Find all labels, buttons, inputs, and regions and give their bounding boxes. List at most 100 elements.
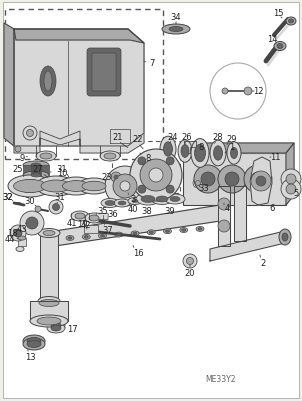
Circle shape xyxy=(218,221,230,233)
Ellipse shape xyxy=(182,229,186,232)
Polygon shape xyxy=(55,205,220,246)
Ellipse shape xyxy=(16,247,24,252)
Ellipse shape xyxy=(66,182,86,192)
Ellipse shape xyxy=(169,27,183,32)
Circle shape xyxy=(281,170,301,190)
Ellipse shape xyxy=(282,233,288,241)
Circle shape xyxy=(194,166,222,194)
Text: 31: 31 xyxy=(57,165,67,174)
Text: 20: 20 xyxy=(185,269,195,278)
Polygon shape xyxy=(210,231,285,261)
Circle shape xyxy=(14,229,22,237)
Ellipse shape xyxy=(136,194,160,205)
Ellipse shape xyxy=(117,234,121,236)
Circle shape xyxy=(105,166,145,207)
Ellipse shape xyxy=(31,174,41,178)
Ellipse shape xyxy=(131,231,139,236)
Text: 14: 14 xyxy=(267,35,277,45)
Bar xyxy=(5,10,163,160)
Ellipse shape xyxy=(36,152,56,162)
Ellipse shape xyxy=(274,43,286,51)
Ellipse shape xyxy=(165,230,169,233)
Text: 8: 8 xyxy=(198,143,204,152)
Text: 11: 11 xyxy=(270,153,280,162)
Circle shape xyxy=(149,168,163,182)
Text: 25: 25 xyxy=(13,165,23,174)
Text: 30: 30 xyxy=(25,197,35,206)
Ellipse shape xyxy=(181,145,189,158)
Polygon shape xyxy=(250,158,272,205)
Ellipse shape xyxy=(133,233,137,235)
Ellipse shape xyxy=(89,215,99,221)
Ellipse shape xyxy=(163,142,172,157)
Ellipse shape xyxy=(196,227,204,232)
Ellipse shape xyxy=(68,237,72,240)
Text: 38: 38 xyxy=(142,207,153,216)
Text: 36: 36 xyxy=(108,210,118,219)
Text: 40: 40 xyxy=(128,205,138,214)
Text: 34: 34 xyxy=(171,12,181,21)
Bar xyxy=(96,213,108,220)
Ellipse shape xyxy=(43,231,55,236)
Circle shape xyxy=(218,198,230,211)
Text: 32: 32 xyxy=(3,193,13,202)
Text: 18: 18 xyxy=(7,229,17,238)
Ellipse shape xyxy=(163,229,172,234)
Text: 16: 16 xyxy=(133,249,143,258)
Circle shape xyxy=(35,207,41,213)
Ellipse shape xyxy=(23,335,45,347)
Text: 27: 27 xyxy=(33,165,43,174)
Circle shape xyxy=(201,172,215,186)
Ellipse shape xyxy=(39,300,59,307)
Ellipse shape xyxy=(279,229,291,245)
Ellipse shape xyxy=(214,146,223,161)
Ellipse shape xyxy=(23,338,45,350)
Ellipse shape xyxy=(78,178,110,194)
Ellipse shape xyxy=(160,137,176,162)
Circle shape xyxy=(120,182,130,192)
Ellipse shape xyxy=(128,198,142,205)
Circle shape xyxy=(138,158,146,166)
Ellipse shape xyxy=(147,230,155,235)
Circle shape xyxy=(23,127,37,141)
Text: 22: 22 xyxy=(133,135,143,144)
Ellipse shape xyxy=(101,199,119,208)
Circle shape xyxy=(286,174,296,184)
Ellipse shape xyxy=(41,180,71,192)
Ellipse shape xyxy=(191,139,209,168)
Bar xyxy=(183,154,286,205)
Ellipse shape xyxy=(85,213,103,223)
Polygon shape xyxy=(183,144,294,154)
Ellipse shape xyxy=(151,194,173,205)
Text: 15: 15 xyxy=(273,8,283,18)
Text: 32: 32 xyxy=(3,193,13,202)
Ellipse shape xyxy=(180,228,188,233)
Ellipse shape xyxy=(37,317,61,325)
Ellipse shape xyxy=(75,213,85,219)
Circle shape xyxy=(113,174,137,198)
Ellipse shape xyxy=(141,196,155,203)
Text: 39: 39 xyxy=(165,207,175,216)
Text: ME33Y2: ME33Y2 xyxy=(205,375,236,383)
Ellipse shape xyxy=(14,180,47,193)
Polygon shape xyxy=(14,30,144,44)
Circle shape xyxy=(20,211,44,235)
Text: 9: 9 xyxy=(19,154,25,163)
Circle shape xyxy=(251,172,271,192)
Ellipse shape xyxy=(47,323,65,333)
Ellipse shape xyxy=(58,178,94,196)
Text: 41: 41 xyxy=(67,219,77,228)
Circle shape xyxy=(193,178,203,188)
Circle shape xyxy=(49,200,63,215)
Text: 37: 37 xyxy=(103,226,113,235)
Circle shape xyxy=(10,225,26,241)
Text: 7: 7 xyxy=(149,59,155,68)
Text: 6: 6 xyxy=(269,204,275,213)
Text: 1: 1 xyxy=(230,143,235,152)
Polygon shape xyxy=(234,186,246,241)
Bar xyxy=(31,166,41,176)
Circle shape xyxy=(225,172,239,186)
Ellipse shape xyxy=(40,67,56,97)
Polygon shape xyxy=(184,142,196,154)
Ellipse shape xyxy=(51,322,61,328)
